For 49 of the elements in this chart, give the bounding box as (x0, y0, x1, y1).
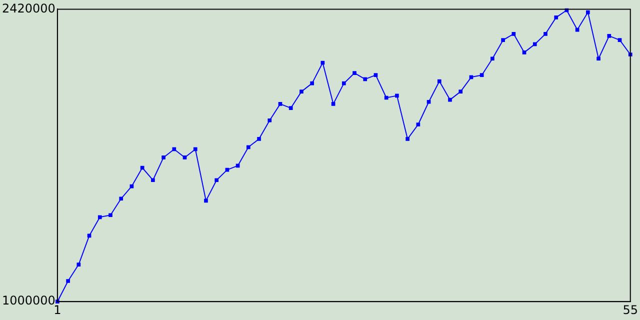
point (300, 90, 304, 94)
point (204, 198, 208, 203)
point (416, 122, 420, 126)
point (76, 262, 81, 266)
point (406, 137, 410, 141)
point (172, 147, 176, 152)
point (278, 102, 282, 106)
point (554, 16, 558, 20)
point (288, 106, 293, 110)
point (151, 178, 155, 182)
point (395, 94, 399, 98)
point (384, 96, 388, 100)
y-tick-label: 2420000 (2, 1, 56, 16)
point (501, 38, 505, 42)
point (607, 34, 612, 38)
point (182, 156, 187, 160)
point (331, 102, 336, 106)
point (268, 118, 272, 122)
point (98, 215, 102, 220)
point (522, 50, 526, 54)
point (246, 145, 250, 150)
point (532, 42, 537, 46)
point (618, 38, 622, 42)
point (214, 178, 219, 182)
point (352, 71, 356, 75)
point (512, 32, 516, 36)
point (426, 100, 431, 104)
point (480, 73, 484, 78)
y-tick-label: 1000000 (2, 294, 56, 308)
point (108, 213, 112, 218)
x-tick-label: 55 (622, 302, 638, 317)
point (193, 147, 198, 152)
point (363, 77, 368, 82)
point (458, 90, 463, 94)
point (310, 81, 314, 86)
point (544, 32, 548, 36)
x-tick-label: 1 (54, 302, 62, 317)
point (596, 56, 600, 61)
point (162, 156, 166, 160)
point (342, 81, 346, 86)
point (374, 73, 378, 78)
point (437, 79, 442, 84)
point (586, 10, 590, 14)
point (119, 196, 124, 201)
point (469, 75, 474, 80)
point (66, 279, 70, 283)
point (448, 98, 452, 102)
point (257, 137, 261, 141)
point (490, 56, 494, 61)
